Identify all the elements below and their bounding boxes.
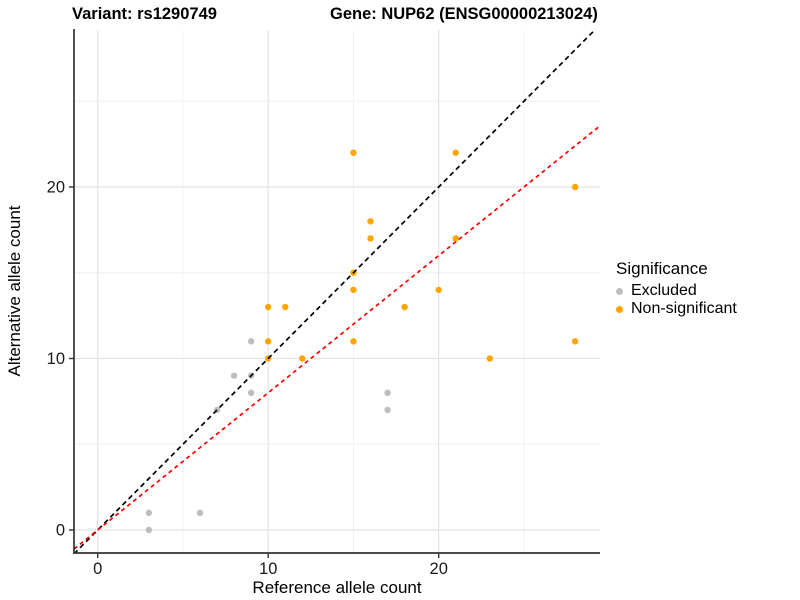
data-point-non-significant — [401, 303, 408, 311]
data-point-non-significant — [350, 338, 357, 345]
data-point-excluded — [384, 389, 391, 396]
x-tick-label: 20 — [430, 560, 448, 578]
data-point-excluded — [145, 509, 153, 517]
data-point-non-significant — [282, 303, 289, 311]
x-tick-label: 10 — [259, 560, 277, 578]
data-point-excluded — [247, 389, 255, 396]
fit-line — [74, 125, 600, 550]
data-point-non-significant — [265, 303, 272, 311]
identity-line — [74, 30, 596, 553]
data-point-non-significant — [350, 286, 357, 294]
excluded-swatch-icon — [616, 287, 623, 295]
legend-item-label: Non-significant — [631, 300, 737, 317]
data-point-non-significant — [452, 235, 459, 242]
data-layer — [74, 30, 600, 553]
data-point-excluded — [247, 338, 255, 345]
plot-title-gene: Gene: NUP62 (ENSG00000213024) — [330, 5, 598, 23]
panel-group: 0 10 20 0 10 20 — [47, 29, 600, 578]
plot-title-variant: Variant: rs1290749 — [72, 5, 217, 23]
y-axis-title: Alternative allele count — [5, 205, 24, 377]
legend: Significance Excluded Non-significant — [616, 259, 737, 318]
legend-title: Significance — [616, 259, 708, 278]
data-point-non-significant — [367, 235, 374, 242]
x-axis-title: Reference allele count — [252, 578, 422, 597]
data-point-non-significant — [486, 355, 494, 362]
data-point-non-significant — [367, 218, 374, 225]
data-point-non-significant — [299, 355, 306, 362]
y-tick-label: 20 — [47, 179, 65, 197]
y-tick-label: 0 — [56, 522, 65, 540]
data-point-non-significant — [435, 286, 442, 294]
data-point-non-significant — [265, 338, 272, 345]
data-point-excluded — [196, 509, 204, 517]
data-point-non-significant — [452, 149, 459, 156]
legend-item-label: Excluded — [631, 282, 697, 299]
x-tick-label: 0 — [93, 560, 102, 578]
data-point-excluded — [384, 406, 391, 414]
legend-item-excluded: Excluded — [616, 282, 737, 300]
y-tick-label: 10 — [47, 350, 65, 368]
data-point-non-significant — [571, 338, 579, 345]
legend-item-non-significant: Non-significant — [616, 300, 737, 318]
data-point-non-significant — [571, 183, 579, 191]
data-point-excluded — [145, 526, 153, 534]
non-significant-swatch-icon — [616, 305, 623, 313]
data-point-excluded — [230, 372, 238, 379]
data-point-non-significant — [350, 149, 357, 156]
